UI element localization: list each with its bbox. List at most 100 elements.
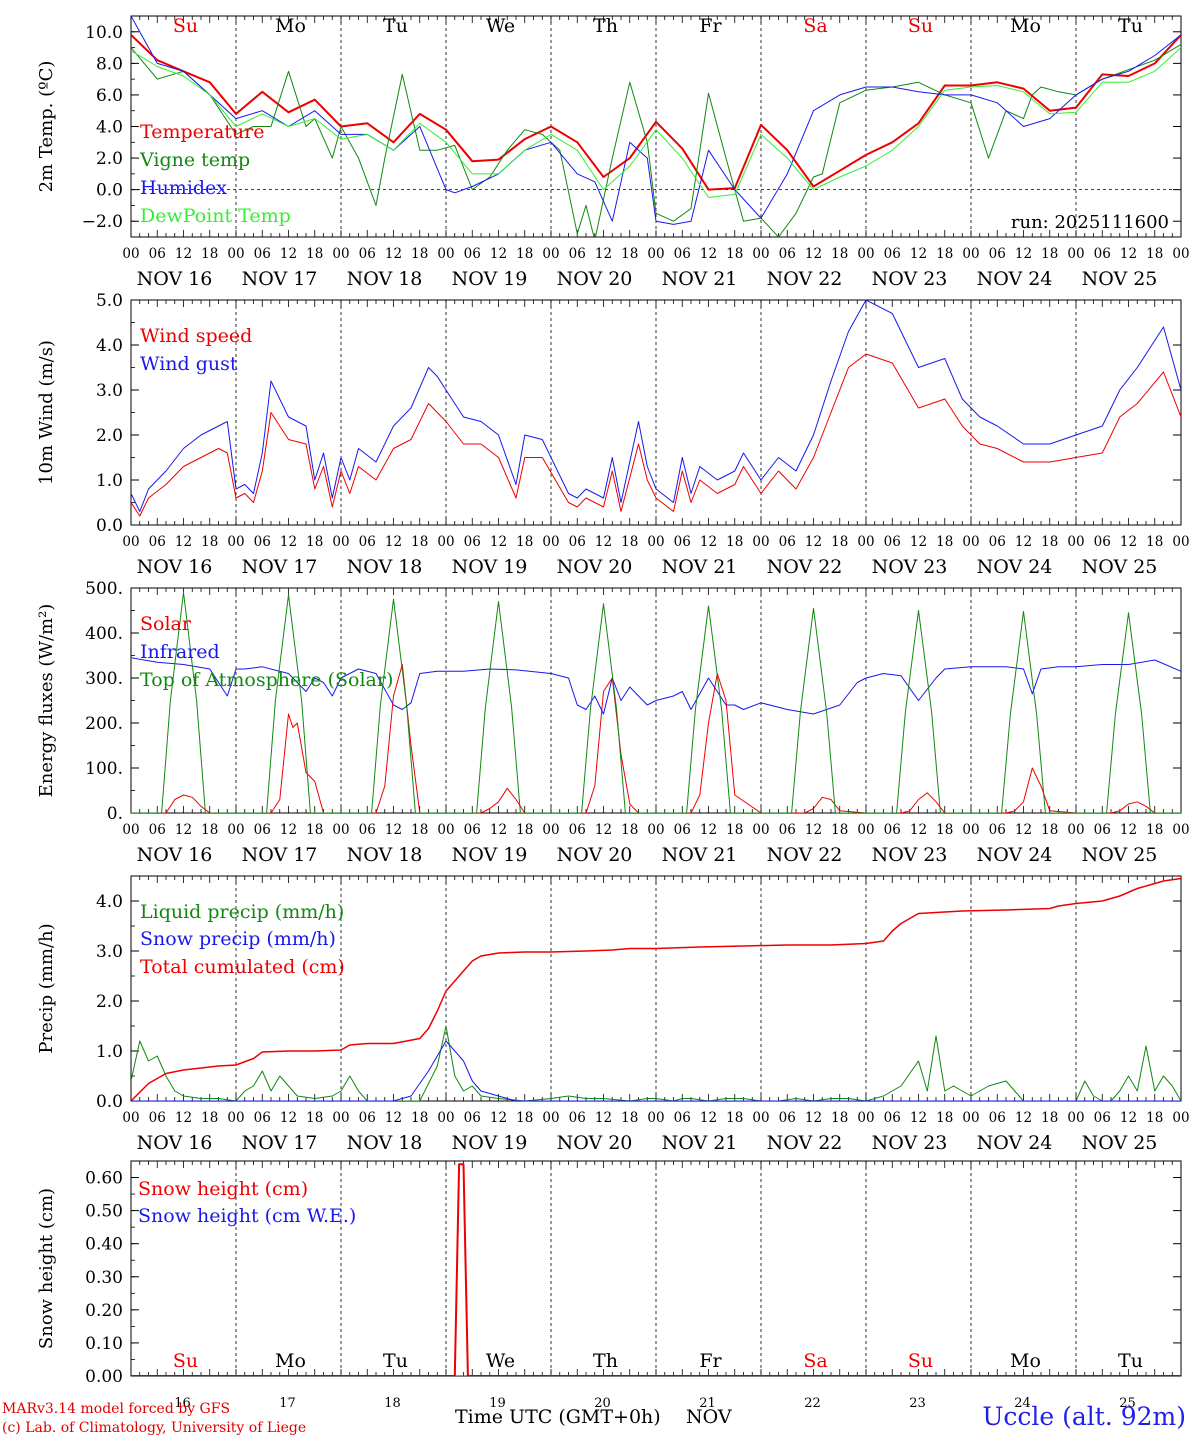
- x-hour-label: 06: [674, 246, 691, 262]
- y-tick-label: 8.0: [96, 54, 123, 74]
- y-tick-label: 0.0: [96, 516, 123, 536]
- x-daynum-label: 17: [279, 1396, 296, 1411]
- x-date-label: NOV 24: [977, 844, 1053, 866]
- y-axis-label: Precip (mm/h): [36, 923, 57, 1053]
- day-abbr: Th: [593, 15, 618, 37]
- x-date-label: NOV 22: [767, 844, 843, 866]
- legend-entry: Wind speed: [140, 325, 252, 347]
- x-axis-month: NOV: [686, 1406, 732, 1428]
- x-hour-label: 06: [779, 534, 796, 550]
- x-hour-label: 00: [1067, 1110, 1084, 1126]
- x-hour-label: 18: [1146, 1110, 1163, 1126]
- x-hour-label: 06: [989, 822, 1006, 838]
- x-hour-label: 06: [779, 1110, 796, 1126]
- x-date-label: NOV 19: [452, 1132, 528, 1154]
- y-tick-label: 4.0: [96, 892, 123, 912]
- x-hour-label: 06: [569, 534, 586, 550]
- x-daynum-label: 18: [384, 1396, 401, 1411]
- x-date-label: NOV 17: [242, 1132, 318, 1154]
- x-hour-label: 06: [779, 822, 796, 838]
- x-hour-label: 18: [201, 1110, 218, 1126]
- y-tick-label: 0.30: [85, 1268, 123, 1288]
- x-hour-label: 06: [464, 1110, 481, 1126]
- x-hour-label: 18: [1146, 246, 1163, 262]
- x-date-label: NOV 17: [242, 268, 318, 290]
- x-hour-label: 06: [779, 246, 796, 262]
- x-daynum-label: 23: [909, 1396, 926, 1411]
- y-tick-label: 6.0: [96, 86, 123, 106]
- x-hour-label: 12: [700, 822, 717, 838]
- x-hour-label: 00: [542, 534, 559, 550]
- y-tick-label: 10.0: [85, 23, 123, 43]
- y-tick-label: 3.0: [96, 942, 123, 962]
- y-tick-label: 500.: [85, 579, 123, 599]
- x-hour-label: 18: [936, 246, 953, 262]
- x-hour-label: 06: [884, 534, 901, 550]
- y-tick-label: −2.0: [82, 212, 123, 232]
- day-abbr: Th: [593, 1350, 618, 1372]
- day-abbr: Mo: [1010, 15, 1041, 37]
- x-hour-label: 00: [542, 1110, 559, 1126]
- x-hour-label: 06: [1094, 534, 1111, 550]
- x-hour-label: 18: [936, 1110, 953, 1126]
- x-hour-label: 06: [674, 1110, 691, 1126]
- x-hour-label: 12: [490, 1110, 507, 1126]
- x-hour-label: 18: [1146, 822, 1163, 838]
- y-tick-label: 0.40: [85, 1235, 123, 1255]
- legend-entry: Temperature: [140, 121, 264, 143]
- x-hour-label: 18: [306, 1110, 323, 1126]
- x-daynum-label: 24: [1014, 1396, 1031, 1411]
- x-hour-label: 00: [227, 246, 244, 262]
- x-hour-label: 18: [516, 822, 533, 838]
- day-abbr: Sa: [803, 15, 827, 37]
- y-axis-label: 2m Temp. (ºC): [36, 61, 57, 193]
- x-hour-label: 06: [359, 246, 376, 262]
- x-date-label: NOV 18: [347, 844, 423, 866]
- x-hour-label: 00: [332, 822, 349, 838]
- x-hour-label: 00: [1172, 1110, 1189, 1126]
- y-tick-label: 400.: [85, 624, 123, 644]
- x-hour-label: 12: [1015, 1110, 1032, 1126]
- panel-wind: 0.0 1.0 2.0 3.0 4.0 5.0 10m Wind (m/s) 00 06 12 18…: [36, 291, 1190, 578]
- x-hour-label: 18: [1041, 246, 1058, 262]
- series-line-2: [131, 877, 1181, 1101]
- panel-temp: −2.0 0.0 2.0 4.0 6.0 8.0 10.0 2m Temp. (ºC) 00 06…: [36, 15, 1190, 290]
- y-tick-label: 3.0: [96, 381, 123, 401]
- x-daynum-label: 21: [699, 1396, 716, 1411]
- x-hour-label: 00: [962, 534, 979, 550]
- x-hour-label: 00: [542, 822, 559, 838]
- x-hour-label: 12: [175, 534, 192, 550]
- x-hour-label: 18: [726, 1110, 743, 1126]
- x-hour-label: 18: [1146, 534, 1163, 550]
- x-hour-label: 00: [437, 822, 454, 838]
- x-hour-label: 12: [175, 822, 192, 838]
- x-hour-label: 00: [857, 822, 874, 838]
- y-tick-label: 0.0: [96, 1092, 123, 1112]
- x-hour-label: 06: [149, 246, 166, 262]
- panel-snow: 0.00 0.10 0.20 0.30 0.40 0.50 0.60 Snow height …: [36, 1160, 1182, 1411]
- y-tick-label: 4.0: [96, 336, 123, 356]
- day-abbr: Mo: [1010, 1350, 1041, 1372]
- x-date-label: NOV 24: [977, 268, 1053, 290]
- y-tick-label: 200.: [85, 714, 123, 734]
- x-date-label: NOV 16: [137, 268, 213, 290]
- x-hour-label: 00: [332, 534, 349, 550]
- x-hour-label: 12: [385, 534, 402, 550]
- x-hour-label: 00: [122, 822, 139, 838]
- x-date-label: NOV 22: [767, 1132, 843, 1154]
- x-date-label: NOV 25: [1082, 556, 1158, 578]
- x-hour-label: 18: [1041, 1110, 1058, 1126]
- x-hour-label: 00: [1067, 246, 1084, 262]
- x-hour-label: 18: [306, 822, 323, 838]
- x-daynum-label: 19: [489, 1396, 506, 1411]
- x-date-label: NOV 25: [1082, 268, 1158, 290]
- x-hour-label: 12: [1015, 534, 1032, 550]
- x-hour-label: 12: [1015, 246, 1032, 262]
- y-tick-label: 2.0: [96, 992, 123, 1012]
- x-date-label: NOV 23: [872, 556, 948, 578]
- x-hour-label: 00: [647, 822, 664, 838]
- x-hour-label: 12: [805, 246, 822, 262]
- x-date-label: NOV 24: [977, 556, 1053, 578]
- x-hour-label: 12: [280, 246, 297, 262]
- x-hour-label: 18: [831, 822, 848, 838]
